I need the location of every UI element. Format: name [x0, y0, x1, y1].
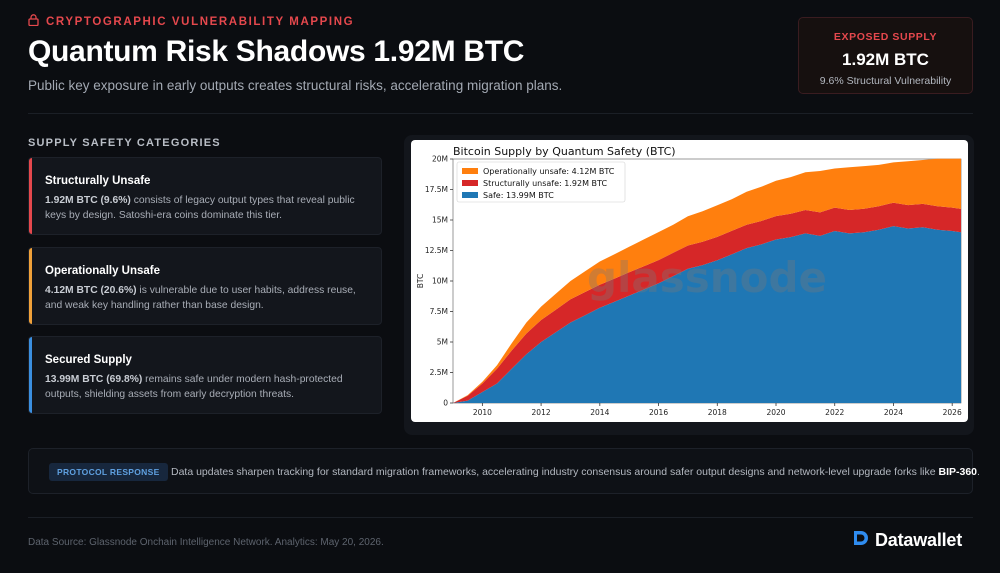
protocol-end: .: [977, 466, 980, 478]
card-text: 1.92M BTC (9.6%) consists of legacy outp…: [45, 193, 367, 223]
category-card-structurally-unsafe: Structurally Unsafe 1.92M BTC (9.6%) con…: [28, 157, 382, 235]
kpi-value: 1.92M BTC: [842, 50, 929, 69]
y-tick-label: 0: [443, 399, 448, 408]
y-tick-label: 2.5M: [430, 368, 448, 377]
header-divider: [28, 113, 973, 114]
card-accent-bar: [29, 337, 32, 413]
protocol-response-banner: PROTOCOL RESPONSE Data updates sharpen t…: [28, 448, 980, 494]
y-axis-label: BTC: [416, 274, 425, 289]
card-value: 1.92M BTC (9.6%): [45, 195, 131, 206]
chart-title: Bitcoin Supply by Quantum Safety (BTC): [453, 145, 676, 158]
card-text: 4.12M BTC (20.6%) is vulnerable due to u…: [45, 283, 367, 313]
category-card-operationally-unsafe: Operationally Unsafe 4.12M BTC (20.6%) i…: [28, 247, 382, 325]
card-accent-bar: [29, 248, 32, 324]
y-tick-label: 5M: [437, 338, 448, 347]
lock-icon: [28, 14, 39, 29]
protocol-tag: PROTOCOL RESPONSE: [49, 463, 168, 481]
legend-swatch: [462, 168, 478, 174]
categories-title: SUPPLY SAFETY CATEGORIES: [28, 137, 221, 149]
data-source: Data Source: Glassnode Onchain Intellige…: [28, 537, 384, 548]
area-series-1: [453, 202, 961, 403]
chart-container: glassnode 2010 2012 2014 2016 2018 2020 2022 202…: [404, 135, 974, 435]
kpi-subtext: 9.6% Structural Vulnerability: [819, 75, 952, 87]
card-text: 13.99M BTC (69.8%) remains safe under mo…: [45, 372, 367, 402]
x-tick-label: 2016: [649, 408, 668, 417]
x-tick-label: 2012: [532, 408, 551, 417]
protocol-text: Data updates sharpen tracking for standa…: [171, 466, 980, 478]
footer-divider: [28, 517, 973, 518]
eyebrow: CRYPTOGRAPHIC VULNERABILITY MAPPING: [28, 14, 788, 29]
page-title: Quantum Risk Shadows 1.92M BTC: [28, 35, 525, 68]
card-title: Secured Supply: [45, 354, 132, 366]
x-tick-label: 2018: [708, 408, 727, 417]
card-description: is vulnerable due to user habits, addres…: [45, 285, 356, 311]
protocol-body: Data updates sharpen tracking for standa…: [171, 466, 939, 478]
category-card-secured-supply: Secured Supply 13.99M BTC (69.8%) remain…: [28, 336, 382, 414]
x-tick-label: 2014: [590, 408, 609, 417]
datawallet-logo-icon: [852, 529, 870, 552]
eyebrow-label: CRYPTOGRAPHIC VULNERABILITY MAPPING: [46, 15, 355, 28]
card-title: Structurally Unsafe: [45, 175, 151, 187]
card-value: 13.99M BTC (69.8%): [45, 374, 143, 385]
card-value: 4.12M BTC (20.6%): [45, 285, 137, 296]
y-tick-label: 10M: [432, 277, 448, 286]
y-tick-label: 7.5M: [430, 307, 448, 316]
y-tick-label: 15M: [432, 216, 448, 225]
kpi-label: EXPOSED SUPPLY: [833, 31, 938, 43]
header: CRYPTOGRAPHIC VULNERABILITY MAPPING Quan…: [28, 14, 788, 93]
y-tick-label: 12.5M: [425, 246, 448, 255]
brand-name: Datawallet: [875, 530, 963, 550]
x-tick-label: 2010: [473, 408, 492, 417]
legend-label: Safe: 13.99M BTC: [483, 191, 554, 200]
area-series-0: [453, 226, 961, 403]
x-tick-label: 2024: [884, 408, 903, 417]
x-tick-label: 2020: [766, 408, 785, 417]
x-tick-label: 2022: [825, 408, 844, 417]
legend-label: Structurally unsafe: 1.92M BTC: [483, 179, 607, 188]
protocol-highlight: BIP-360: [938, 466, 978, 478]
watermark: glassnode: [587, 253, 827, 302]
page-subtitle: Public key exposure in early outputs cre…: [28, 78, 563, 93]
legend-box: [456, 161, 626, 203]
area-series-2: [453, 158, 961, 403]
card-description: remains safe under modern hash-protected…: [45, 374, 343, 400]
legend-swatch: [462, 192, 478, 198]
card-description: consists of legacy output types that rev…: [45, 195, 355, 221]
supply-chart: glassnode 2010 2012 2014 2016 2018 2020 2022 202…: [416, 145, 962, 417]
x-tick-label: 2026: [943, 408, 962, 417]
brand: Datawallet: [852, 529, 962, 552]
y-tick-label: 17.5M: [425, 185, 448, 194]
legend-swatch: [462, 180, 478, 186]
card-title: Operationally Unsafe: [45, 265, 161, 277]
card-accent-bar: [29, 158, 32, 234]
chart-panel: glassnode 2010 2012 2014 2016 2018 2020 2022 202…: [411, 140, 968, 422]
legend-label: Operationally unsafe: 4.12M BTC: [483, 167, 615, 176]
y-tick-label: 20M: [432, 155, 448, 164]
exposed-supply-kpi: EXPOSED SUPPLY 1.92M BTC 9.6% Structural…: [798, 17, 973, 94]
